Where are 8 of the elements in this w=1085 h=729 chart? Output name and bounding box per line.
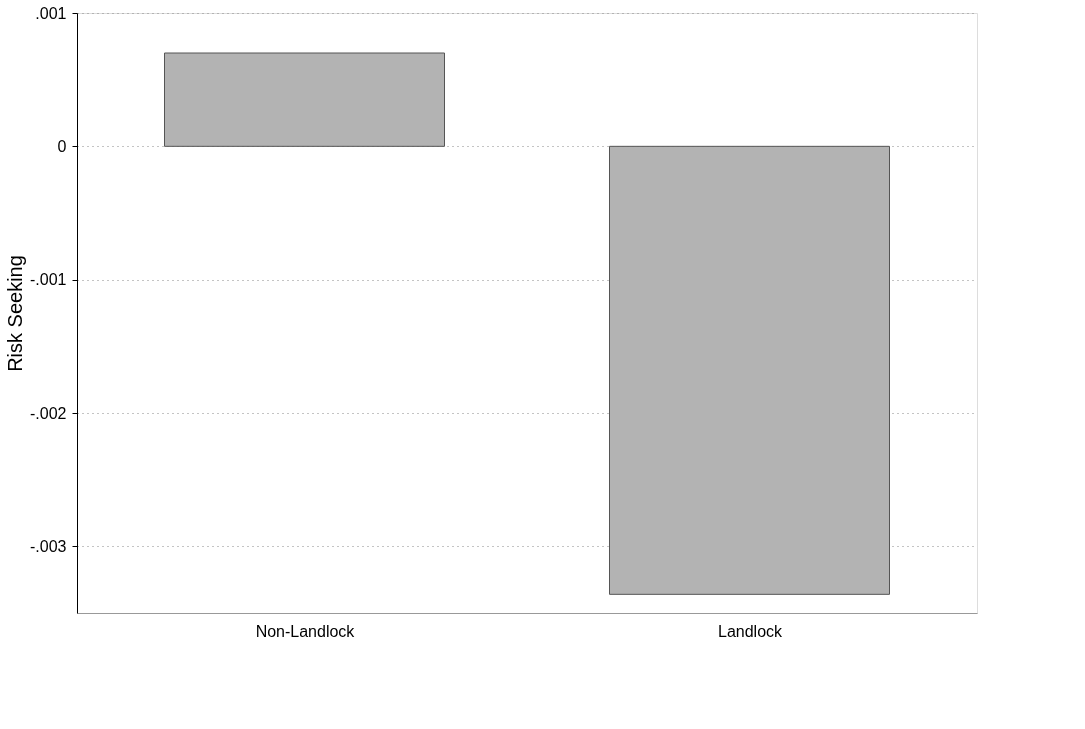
- y-tick-label: .001: [35, 4, 67, 22]
- y-tick-label: 0: [57, 137, 67, 155]
- y-axis-title: Risk Seeking: [4, 255, 27, 372]
- x-tick-label: Non-Landlock: [255, 622, 356, 640]
- y-tick-label: -.001: [30, 271, 67, 289]
- y-tick-label: -.003: [30, 537, 67, 555]
- y-tick-label: -.002: [30, 404, 67, 422]
- x-tick-label: Landlock: [717, 622, 784, 640]
